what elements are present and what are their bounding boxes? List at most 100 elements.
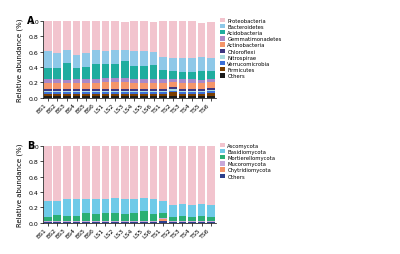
Bar bbox=[44, 93, 52, 94]
Bar bbox=[159, 58, 167, 71]
Bar bbox=[169, 147, 176, 205]
Bar bbox=[178, 216, 186, 221]
Bar bbox=[207, 221, 215, 222]
Bar bbox=[73, 96, 80, 99]
Bar bbox=[111, 65, 119, 79]
Bar bbox=[121, 215, 128, 221]
Bar bbox=[169, 88, 176, 90]
Bar bbox=[54, 84, 61, 89]
Bar bbox=[63, 96, 71, 99]
Bar bbox=[111, 22, 119, 51]
Bar bbox=[92, 221, 100, 222]
Bar bbox=[140, 94, 148, 96]
Bar bbox=[207, 222, 215, 223]
Bar bbox=[150, 91, 157, 93]
Bar bbox=[73, 91, 80, 93]
Bar bbox=[63, 222, 71, 223]
Bar bbox=[178, 22, 186, 59]
Bar bbox=[159, 147, 167, 201]
Bar bbox=[82, 93, 90, 94]
Bar bbox=[44, 91, 52, 93]
Bar bbox=[178, 93, 186, 94]
Bar bbox=[188, 94, 196, 96]
Bar bbox=[92, 80, 100, 84]
Bar bbox=[121, 22, 128, 50]
Bar bbox=[63, 22, 71, 50]
Bar bbox=[92, 222, 100, 223]
Y-axis label: Relative abundance (%): Relative abundance (%) bbox=[17, 143, 23, 226]
Bar bbox=[198, 222, 206, 223]
Legend: Proteobacteria, Bacteroidetes, Acidobacteria, Gemmatimonadetes, Actinobacteria, : Proteobacteria, Bacteroidetes, Acidobact… bbox=[220, 19, 282, 79]
Bar bbox=[102, 199, 109, 213]
Bar bbox=[140, 147, 148, 198]
Bar bbox=[169, 90, 176, 91]
Bar bbox=[150, 222, 157, 223]
Bar bbox=[73, 199, 80, 216]
Bar bbox=[63, 221, 71, 222]
Bar bbox=[111, 94, 119, 96]
Bar bbox=[82, 221, 90, 222]
Bar bbox=[54, 80, 61, 84]
Bar bbox=[111, 221, 119, 222]
Bar bbox=[188, 217, 196, 221]
Bar bbox=[130, 94, 138, 96]
Bar bbox=[54, 91, 61, 93]
Bar bbox=[188, 93, 196, 94]
Bar bbox=[102, 83, 109, 89]
Bar bbox=[140, 67, 148, 80]
Bar bbox=[150, 221, 157, 222]
Y-axis label: Relative abundance (%): Relative abundance (%) bbox=[17, 19, 23, 102]
Bar bbox=[82, 200, 90, 213]
Bar bbox=[54, 22, 61, 54]
Bar bbox=[178, 221, 186, 222]
Bar bbox=[54, 54, 61, 69]
Bar bbox=[198, 147, 206, 204]
Bar bbox=[150, 93, 157, 94]
Bar bbox=[178, 80, 186, 84]
Bar bbox=[92, 147, 100, 199]
Bar bbox=[188, 22, 196, 59]
Bar bbox=[63, 64, 71, 81]
Bar bbox=[121, 50, 128, 62]
Bar bbox=[82, 91, 90, 93]
Bar bbox=[130, 221, 138, 222]
Bar bbox=[150, 96, 157, 99]
Bar bbox=[159, 93, 167, 94]
Bar bbox=[54, 147, 61, 201]
Bar bbox=[63, 84, 71, 89]
Bar bbox=[178, 84, 186, 89]
Bar bbox=[82, 22, 90, 54]
Bar bbox=[188, 89, 196, 91]
Bar bbox=[121, 89, 128, 91]
Bar bbox=[188, 59, 196, 72]
Bar bbox=[178, 72, 186, 80]
Bar bbox=[207, 83, 215, 88]
Bar bbox=[111, 79, 119, 83]
Bar bbox=[111, 93, 119, 94]
Bar bbox=[121, 96, 128, 99]
Bar bbox=[44, 80, 52, 84]
Text: A: A bbox=[27, 16, 35, 26]
Bar bbox=[207, 217, 215, 221]
Bar bbox=[178, 94, 186, 96]
Bar bbox=[198, 81, 206, 84]
Bar bbox=[44, 84, 52, 89]
Bar bbox=[54, 222, 61, 223]
Bar bbox=[130, 213, 138, 221]
Bar bbox=[111, 51, 119, 65]
Bar bbox=[188, 221, 196, 222]
Bar bbox=[159, 22, 167, 58]
Bar bbox=[140, 198, 148, 212]
Bar bbox=[159, 218, 167, 219]
Bar bbox=[111, 89, 119, 91]
Bar bbox=[150, 80, 157, 84]
Bar bbox=[140, 222, 148, 223]
Bar bbox=[207, 94, 215, 96]
Bar bbox=[207, 91, 215, 92]
Bar bbox=[207, 147, 215, 205]
Bar bbox=[150, 89, 157, 91]
Bar bbox=[102, 89, 109, 91]
Bar bbox=[207, 58, 215, 72]
Bar bbox=[130, 89, 138, 91]
Bar bbox=[63, 216, 71, 221]
